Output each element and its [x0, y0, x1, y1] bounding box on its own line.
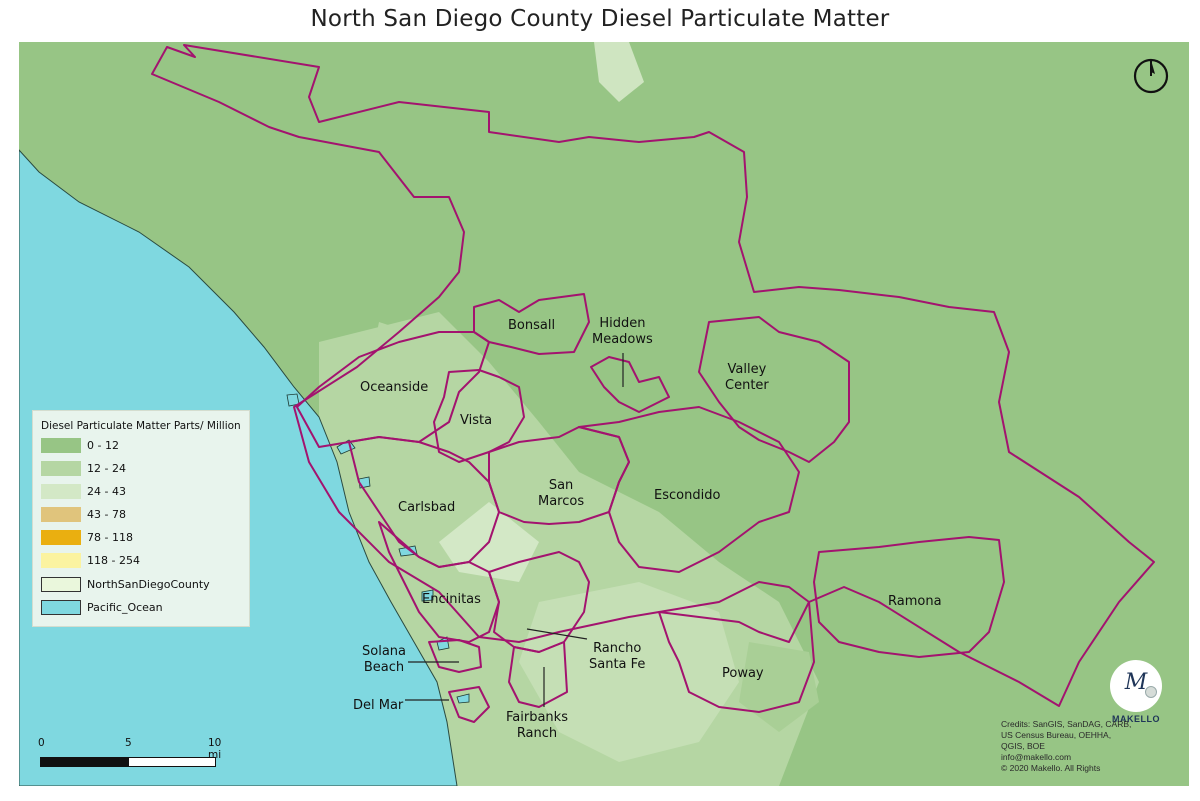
scale-segment-dark — [40, 757, 130, 767]
encinitas-boundary — [378, 521, 500, 643]
logo-letter: M — [1124, 670, 1148, 695]
credits-line: US Census Bureau, OEHHA, — [1001, 730, 1112, 740]
label-solana-beach: Solana Beach — [362, 644, 406, 675]
scale-segment-light — [128, 757, 216, 767]
label-san-marcos: San Marcos — [538, 478, 585, 509]
legend-title: Diesel Particulate Matter Parts/ Million — [41, 420, 241, 432]
poway-boundary — [658, 581, 815, 713]
patch-24-43 — [594, 42, 644, 102]
credits: Credits: SanGIS, SanDAG, CARB, US Census… — [1001, 719, 1131, 774]
credits-line: Credits: SanGIS, SanDAG, CARB, — [1001, 719, 1132, 729]
label-poway: Poway — [722, 666, 764, 681]
credits-line: info@makello.com — [1001, 752, 1072, 762]
legend-swatch — [41, 530, 81, 545]
logo-globe-icon — [1145, 686, 1157, 698]
label-carlsbad: Carlsbad — [398, 500, 456, 515]
legend-label: 12 - 24 — [87, 462, 126, 475]
label-fairbanks-ranch: Fairbanks Ranch — [506, 710, 568, 741]
county-boundary — [151, 44, 1155, 707]
valley-center-boundary — [698, 316, 850, 463]
legend-label: NorthSanDiegoCounty — [87, 578, 210, 591]
hidden-meadows-boundary — [590, 356, 670, 413]
scale-tick-label: 5 — [125, 737, 132, 749]
label-encinitas: Encinitas — [422, 592, 481, 607]
legend-label: Pacific_Ocean — [87, 601, 163, 614]
credits-line: © 2020 Makello. All Rights — [1001, 763, 1101, 773]
north-arrow-icon — [1133, 58, 1169, 94]
legend-swatch — [41, 484, 81, 499]
patch-12-24 — [369, 322, 449, 412]
solana-beach-boundary — [428, 639, 482, 673]
label-oceanside: Oceanside — [360, 380, 429, 395]
boundaries — [151, 44, 1155, 723]
label-del-mar: Del Mar — [353, 698, 404, 713]
label-ramona: Ramona — [888, 594, 942, 609]
ramona-boundary — [813, 536, 1005, 658]
scale-bar: 0 5 10 mi — [38, 737, 221, 773]
legend-label: 78 - 118 — [87, 531, 133, 544]
label-rancho-santa-fe: Rancho Santa Fe — [589, 641, 646, 672]
legend-label: 0 - 12 — [87, 439, 119, 452]
legend-swatch — [41, 507, 81, 522]
label-bonsall: Bonsall — [508, 318, 556, 333]
del-mar-boundary — [448, 686, 490, 723]
leader-lines — [405, 353, 624, 707]
fairbanks-ranch-boundary — [508, 641, 568, 708]
label-hidden-meadows: Hidden Meadows — [592, 316, 653, 347]
legend-swatch — [41, 600, 81, 615]
logo-name: MAKELLO — [1112, 714, 1160, 724]
scale-tick-label: 0 — [38, 737, 45, 749]
label-escondido: Escondido — [654, 488, 721, 503]
legend-swatch — [41, 461, 81, 476]
map-legend: Diesel Particulate Matter Parts/ Million… — [32, 410, 250, 627]
label-vista: Vista — [460, 413, 493, 428]
legend-label: 24 - 43 — [87, 485, 126, 498]
escondido-boundary — [578, 406, 800, 573]
legend-label: 118 - 254 — [87, 554, 140, 567]
patch-12-24 — [739, 642, 819, 732]
carlsbad-boundary — [348, 436, 500, 568]
legend-swatch — [41, 577, 81, 592]
map-title: North San Diego County Diesel Particulat… — [310, 6, 890, 32]
legend-swatch — [41, 553, 81, 568]
rancho-santa-fe-boundary — [488, 551, 590, 653]
credits-line: QGIS, BOE — [1001, 741, 1045, 751]
legend-label: 43 - 78 — [87, 508, 126, 521]
legend-swatch — [41, 438, 81, 453]
label-valley-center: Valley Center — [725, 362, 769, 393]
vista-boundary — [433, 369, 525, 463]
